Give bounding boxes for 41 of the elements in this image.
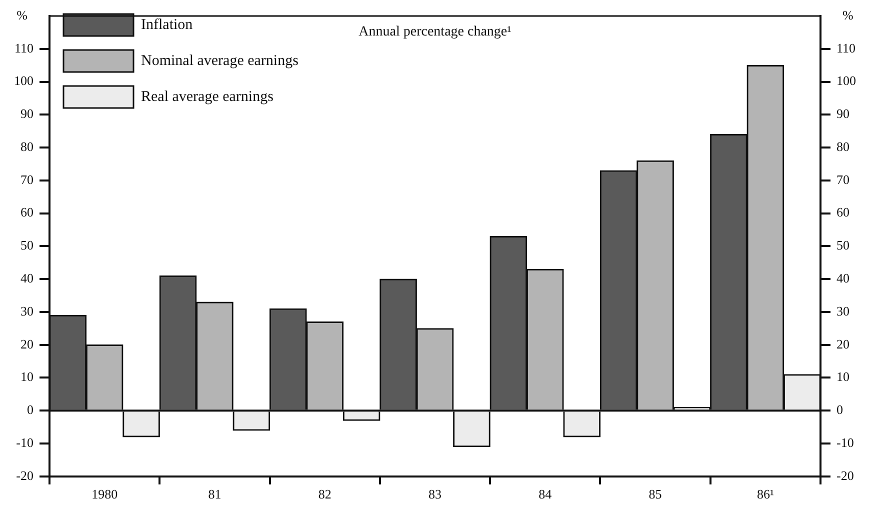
y-tick-label: 50	[20, 238, 34, 253]
y-tick-label: -20	[16, 468, 34, 483]
y2-tick-label: 40	[836, 270, 850, 286]
y2-tick-label: 70	[836, 172, 850, 187]
y-tick-label: 30	[20, 303, 34, 318]
x-tick-label: 82	[318, 486, 332, 502]
y-axis-title: %	[16, 7, 28, 22]
y-tick-label: 110	[14, 40, 34, 56]
legend-label: Inflation	[141, 16, 194, 33]
y-tick-label: 80	[20, 138, 34, 154]
text: Annual percentage change¹	[358, 24, 512, 40]
y2-tick-label: 100	[836, 73, 856, 88]
x-tick-label: 85	[648, 486, 662, 502]
x-tick-label: 86¹	[756, 486, 774, 502]
y2-tick-label: 20	[836, 336, 850, 352]
y2-tick-label: 90	[836, 106, 850, 122]
y-tick-label: 10	[20, 369, 34, 384]
y-tick-label: 100	[14, 73, 34, 88]
y-tick-label: 20	[20, 336, 34, 352]
y2-tick-label: 60	[836, 204, 850, 220]
y2-tick-label: -10	[836, 434, 854, 450]
y-tick-label: 40	[20, 270, 34, 286]
y-tick-label: 60	[20, 204, 34, 220]
x-tick-label: 83	[428, 486, 442, 502]
y-tick-label: 70	[20, 172, 34, 187]
legend-label: Real average earnings	[141, 88, 274, 105]
y-tick-label: -10	[16, 434, 34, 450]
y-tick-label: 90	[20, 106, 34, 122]
y2-tick-label: 0	[836, 402, 843, 418]
legend-label: Nominal average earnings	[141, 52, 299, 69]
y2-tick-label: 30	[836, 303, 850, 318]
x-tick-label: 81	[208, 486, 222, 502]
x-tick-label: 1980	[92, 486, 118, 502]
y2-tick-label: 110	[836, 40, 856, 56]
y2-tick-label: -20	[836, 468, 854, 483]
y-tick-label: 0	[27, 402, 34, 418]
x-tick-label: 84	[538, 486, 552, 502]
y2-tick-label: 80	[836, 138, 850, 154]
y2-tick-label: 50	[836, 238, 850, 253]
y2-tick-label: 10	[836, 369, 850, 384]
y2-axis-title: %	[842, 7, 854, 22]
